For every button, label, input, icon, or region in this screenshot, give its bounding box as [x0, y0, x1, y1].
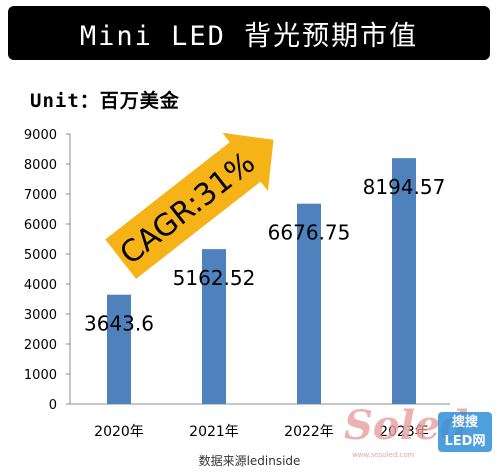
y-tick-label: 0 [49, 398, 57, 413]
unit-label: Unit：百万美金 [30, 90, 180, 112]
data-label: 5162.52 [173, 266, 256, 290]
y-tick-label: 6000 [24, 218, 57, 233]
title-bar: Mini LED 背光预期市值 [8, 6, 490, 60]
y-tick-label: 7000 [24, 188, 57, 203]
chart-title: Mini LED 背光预期市值 [79, 20, 419, 52]
cagr-label: CAGR:31% [114, 145, 262, 272]
cagr-arrow: CAGR:31% [105, 132, 274, 279]
y-tick-label: 3000 [24, 308, 57, 323]
watermark-badge: 搜搜 LED网 [438, 412, 492, 452]
y-tick-label: 1000 [24, 368, 57, 383]
y-tick-label: 2000 [24, 338, 57, 353]
watermark-badge-line2: LED网 [444, 434, 486, 449]
y-tick-label: 4000 [24, 278, 57, 293]
bar [107, 294, 131, 404]
data-label: 8194.57 [363, 175, 446, 199]
x-tick-label: 2023年 [379, 424, 429, 440]
y-tick-label: 8000 [24, 158, 57, 173]
y-tick-label: 9000 [24, 128, 57, 143]
bar [297, 203, 321, 404]
x-tick-label: 2021年 [189, 424, 239, 440]
source-note: 数据来源ledinside [198, 454, 301, 468]
x-tick-label: 2020年 [94, 424, 144, 440]
bar [202, 249, 226, 404]
data-label: 3643.6 [84, 312, 154, 336]
data-label: 6676.75 [268, 221, 351, 245]
watermark-url: www.sosoled.com [352, 451, 415, 459]
cagr-arrow-shape [105, 132, 274, 279]
watermark-badge-line1: 搜搜 [451, 415, 478, 430]
y-tick-label: 5000 [24, 248, 57, 263]
bar [392, 158, 416, 404]
x-tick-label: 2022年 [284, 424, 334, 440]
